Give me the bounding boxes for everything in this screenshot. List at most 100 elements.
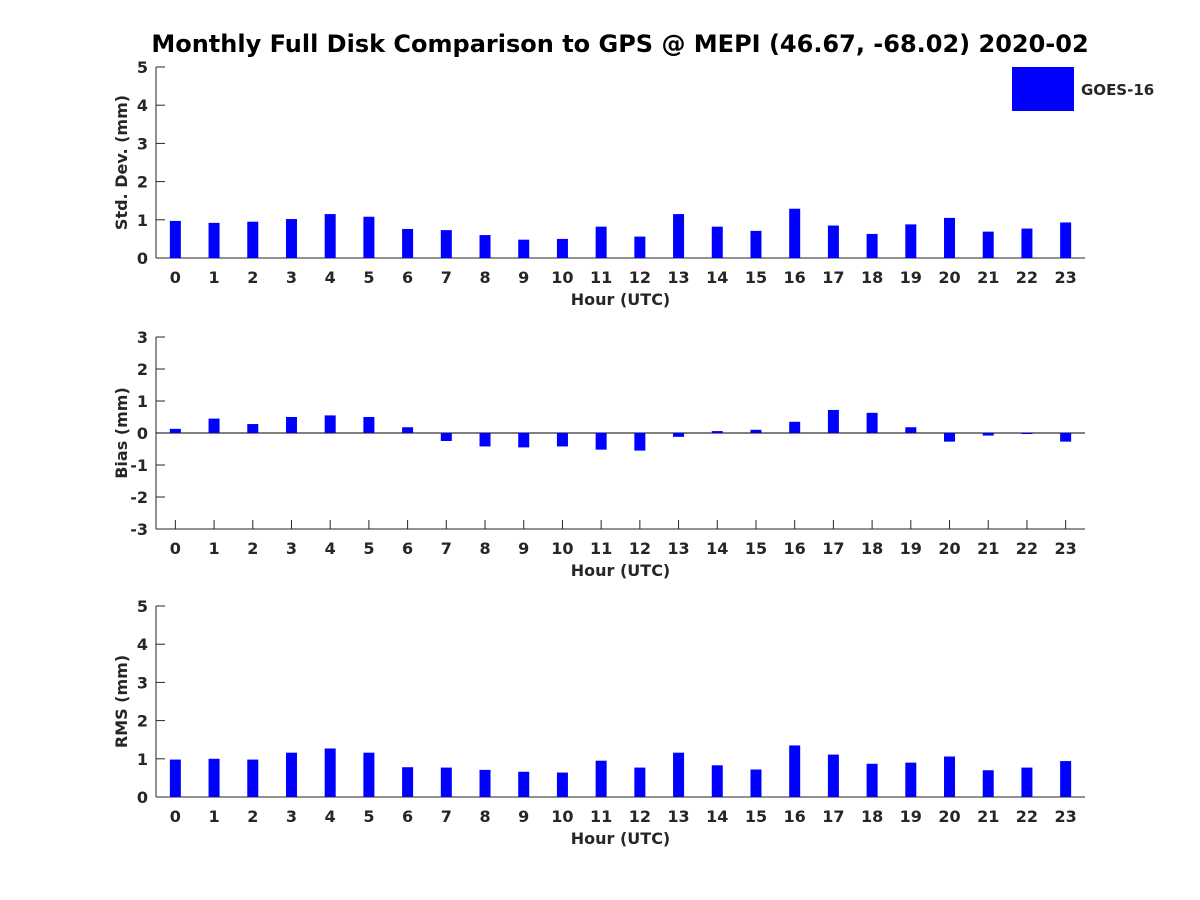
x-tick-label: 12	[629, 807, 651, 826]
bar-hour-17	[827, 754, 839, 797]
y-axis-label: Bias (mm)	[112, 387, 131, 479]
x-tick-label: 1	[208, 807, 219, 826]
y-tick-label: 3	[137, 673, 148, 692]
bar-hour-18	[866, 763, 878, 797]
y-tick-label: 2	[137, 712, 148, 731]
bar-hour-7	[440, 230, 452, 258]
bar-hour-20	[944, 217, 956, 258]
x-tick-label: 10	[551, 539, 573, 558]
x-tick-label: 3	[286, 807, 297, 826]
y-axis-label: Std. Dev. (mm)	[112, 95, 131, 230]
x-tick-label: 4	[325, 539, 336, 558]
x-tick-label: 11	[590, 539, 612, 558]
bar-hour-14	[711, 765, 723, 797]
bar-hour-22	[1021, 228, 1033, 258]
x-tick-label: 22	[1016, 539, 1038, 558]
x-tick-label: 5	[363, 807, 374, 826]
y-tick-label: 3	[137, 328, 148, 347]
bar-hour-13	[673, 752, 685, 797]
bar-hour-8	[479, 235, 491, 258]
bar-hour-4	[324, 415, 336, 433]
bar-hour-11	[595, 226, 607, 258]
x-tick-label: 10	[551, 807, 573, 826]
chart-title: Monthly Full Disk Comparison to GPS @ ME…	[151, 30, 1089, 58]
bar-hour-12	[634, 433, 646, 451]
y-tick-label: 0	[137, 249, 148, 268]
bar-hour-16	[789, 208, 801, 258]
bar-hour-17	[827, 225, 839, 258]
bar-hour-6	[402, 427, 414, 433]
x-tick-label: 18	[861, 268, 883, 287]
x-tick-label: 21	[977, 268, 999, 287]
x-tick-label: 10	[551, 268, 573, 287]
bar-hour-7	[440, 767, 452, 797]
x-tick-label: 13	[667, 268, 689, 287]
x-tick-label: 7	[441, 268, 452, 287]
x-tick-label: 13	[667, 807, 689, 826]
bar-hour-21	[982, 433, 994, 436]
bar-hour-0	[169, 759, 181, 797]
y-tick-label: 2	[137, 360, 148, 379]
x-axis-label: Hour (UTC)	[571, 561, 671, 580]
x-tick-label: 6	[402, 268, 413, 287]
bar-hour-9	[518, 433, 530, 448]
x-tick-label: 9	[518, 268, 529, 287]
x-tick-label: 23	[1055, 268, 1077, 287]
x-tick-label: 7	[441, 539, 452, 558]
bar-hour-4	[324, 748, 336, 797]
y-tick-label: 1	[137, 392, 148, 411]
x-tick-label: 0	[170, 539, 181, 558]
bar-hour-6	[402, 228, 414, 258]
bar-hour-17	[827, 409, 839, 433]
x-tick-label: 7	[441, 807, 452, 826]
x-tick-label: 0	[170, 268, 181, 287]
bar-hour-9	[518, 239, 530, 258]
x-tick-label: 22	[1016, 268, 1038, 287]
y-tick-label: 1	[137, 211, 148, 230]
x-tick-label: 16	[784, 539, 806, 558]
y-tick-label: 3	[137, 134, 148, 153]
bar-hour-2	[247, 424, 259, 433]
bar-hour-22	[1021, 767, 1033, 797]
x-tick-label: 21	[977, 807, 999, 826]
y-tick-label: -3	[130, 520, 148, 539]
x-tick-label: 2	[247, 539, 258, 558]
bar-hour-21	[982, 231, 994, 258]
x-tick-label: 4	[325, 807, 336, 826]
bar-hour-22	[1021, 433, 1033, 434]
bar-hour-8	[479, 769, 491, 797]
bar-hour-5	[363, 752, 375, 797]
x-tick-label: 20	[938, 268, 960, 287]
x-tick-label: 12	[629, 539, 651, 558]
bar-hour-10	[556, 433, 568, 447]
x-tick-label: 15	[745, 539, 767, 558]
y-tick-label: 4	[137, 635, 148, 654]
bar-hour-15	[750, 429, 762, 433]
bar-hour-19	[905, 427, 917, 433]
bar-hour-11	[595, 760, 607, 797]
x-tick-label: 0	[170, 807, 181, 826]
x-tick-label: 6	[402, 539, 413, 558]
bar-hour-23	[1060, 222, 1072, 258]
x-tick-label: 12	[629, 268, 651, 287]
x-tick-label: 14	[706, 268, 728, 287]
x-tick-label: 19	[900, 539, 922, 558]
bar-hour-10	[556, 772, 568, 797]
bar-hour-15	[750, 230, 762, 258]
legend-swatch	[1012, 67, 1074, 111]
bar-hour-3	[285, 219, 297, 258]
bar-hour-21	[982, 770, 994, 797]
x-tick-label: 2	[247, 807, 258, 826]
bar-hour-23	[1060, 761, 1072, 797]
bar-hour-19	[905, 224, 917, 258]
bar-hour-16	[789, 421, 801, 433]
x-tick-label: 15	[745, 268, 767, 287]
x-tick-label: 5	[363, 268, 374, 287]
x-tick-label: 16	[784, 807, 806, 826]
y-tick-label: 2	[137, 173, 148, 192]
x-tick-label: 14	[706, 539, 728, 558]
